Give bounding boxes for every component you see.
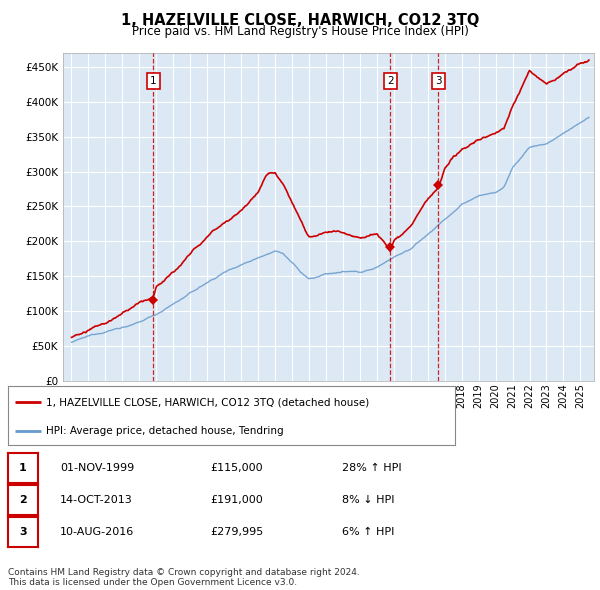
Text: 3: 3 bbox=[435, 76, 442, 86]
Text: 1, HAZELVILLE CLOSE, HARWICH, CO12 3TQ: 1, HAZELVILLE CLOSE, HARWICH, CO12 3TQ bbox=[121, 13, 479, 28]
Text: 1: 1 bbox=[150, 76, 157, 86]
Text: 1: 1 bbox=[19, 463, 27, 473]
Text: 14-OCT-2013: 14-OCT-2013 bbox=[60, 495, 133, 505]
Text: £115,000: £115,000 bbox=[210, 463, 263, 473]
Text: 1, HAZELVILLE CLOSE, HARWICH, CO12 3TQ (detached house): 1, HAZELVILLE CLOSE, HARWICH, CO12 3TQ (… bbox=[46, 398, 369, 407]
Text: 10-AUG-2016: 10-AUG-2016 bbox=[60, 527, 134, 537]
Text: HPI: Average price, detached house, Tendring: HPI: Average price, detached house, Tend… bbox=[46, 426, 283, 435]
Text: £279,995: £279,995 bbox=[210, 527, 263, 537]
Text: 8% ↓ HPI: 8% ↓ HPI bbox=[342, 495, 395, 505]
Text: 2: 2 bbox=[19, 495, 27, 505]
Text: Contains HM Land Registry data © Crown copyright and database right 2024.
This d: Contains HM Land Registry data © Crown c… bbox=[8, 568, 359, 587]
Text: Price paid vs. HM Land Registry's House Price Index (HPI): Price paid vs. HM Land Registry's House … bbox=[131, 25, 469, 38]
Text: 2: 2 bbox=[387, 76, 394, 86]
Text: 3: 3 bbox=[19, 527, 27, 537]
Text: 28% ↑ HPI: 28% ↑ HPI bbox=[342, 463, 401, 473]
Text: 6% ↑ HPI: 6% ↑ HPI bbox=[342, 527, 394, 537]
Text: 01-NOV-1999: 01-NOV-1999 bbox=[60, 463, 134, 473]
Text: £191,000: £191,000 bbox=[210, 495, 263, 505]
